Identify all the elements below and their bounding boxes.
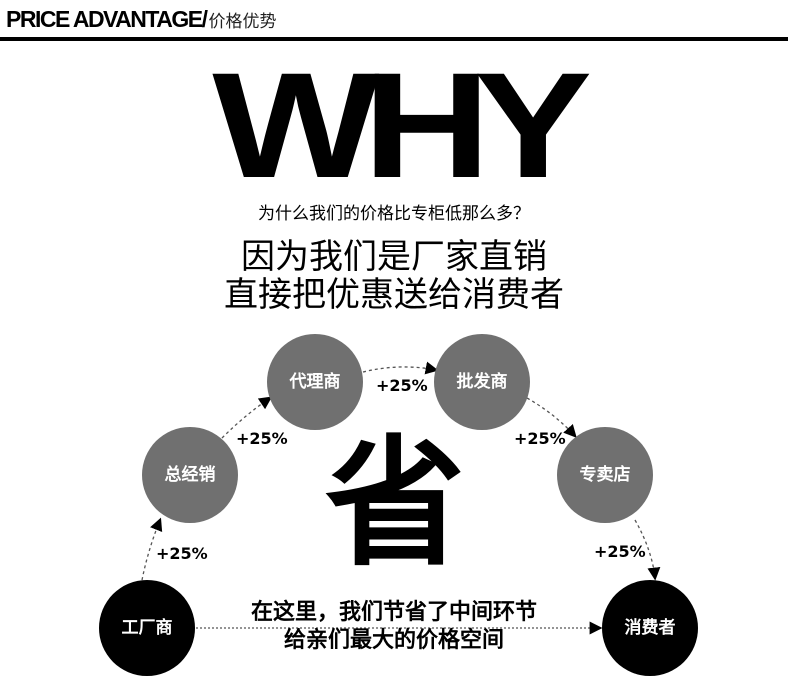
- node-factory: 工厂商: [121, 618, 173, 638]
- node-circle-wholesaler: [434, 334, 530, 430]
- answer-line-1: 因为我们是厂家直销: [241, 237, 547, 277]
- markup-label-4: +25%: [514, 429, 566, 448]
- arrow-agent-wholesaler: [362, 361, 439, 375]
- header-title-cn: 价格优势: [208, 12, 277, 32]
- section-header: PRICE ADVANTAGE/ 价格优势: [6, 6, 276, 36]
- node-distributor: 总经销: [164, 465, 216, 485]
- node-wholesaler: 批发商: [456, 372, 508, 392]
- node-circle-factory: [99, 580, 195, 676]
- arrow-factory-distributor: [141, 517, 163, 581]
- markup-label-5: +25%: [594, 542, 646, 561]
- header-title-en: PRICE ADVANTAGE/: [6, 6, 208, 32]
- node-circle-agent: [267, 334, 363, 430]
- header-divider: [0, 37, 788, 41]
- bottom-line-1: 在这里，我们节省了中间环节: [250, 600, 537, 625]
- node-circle-distributor: [142, 427, 238, 523]
- markup-label-1: +25%: [156, 544, 208, 563]
- answer-line-2: 直接把优惠送给消费者: [224, 275, 564, 315]
- node-circle-store: [557, 427, 653, 523]
- node-agent: 代理商: [289, 372, 341, 392]
- arrow-wholesaler-store: [526, 397, 577, 438]
- node-store: 专卖店: [579, 465, 631, 485]
- headline: WHY: [212, 41, 592, 209]
- arrow-distributor-agent: [221, 396, 273, 439]
- question-text: 为什么我们的价格比专柜低那么多？: [258, 204, 530, 224]
- arrow-store-consumer: [634, 519, 661, 581]
- center-character: 省: [324, 423, 465, 586]
- node-consumer: 消费者: [624, 618, 676, 638]
- bottom-line-2: 给亲们最大的价格空间: [283, 628, 504, 653]
- markup-label-2: +25%: [236, 429, 288, 448]
- node-circle-consumer: [602, 580, 698, 676]
- markup-label-3: +25%: [376, 376, 428, 395]
